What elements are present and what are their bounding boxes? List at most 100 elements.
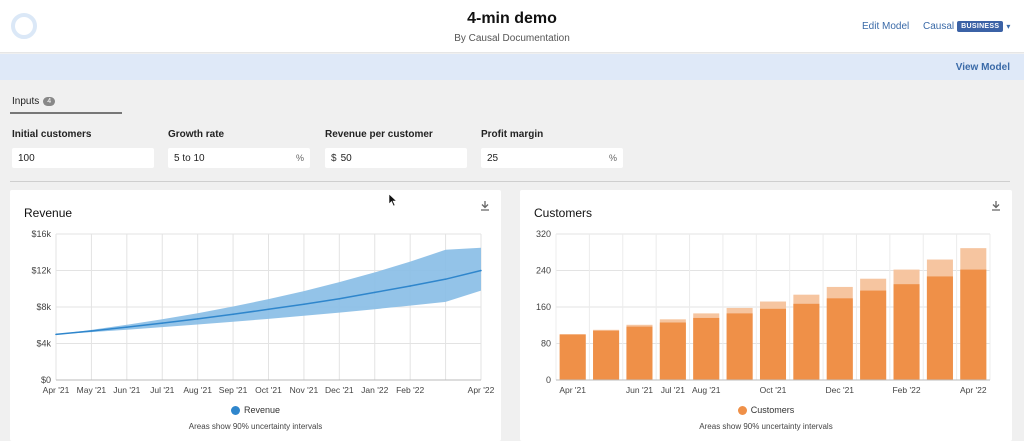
view-model-link[interactable]: View Model bbox=[955, 62, 1010, 73]
customers-bar bbox=[659, 322, 686, 380]
customers-x-tick-label: Dec '21 bbox=[825, 385, 854, 395]
revenue-x-tick-label: Jan '22 bbox=[361, 385, 388, 395]
revenue-x-tick-label: Nov '21 bbox=[290, 385, 319, 395]
customers-chart-note: Areas show 90% uncertainty intervals bbox=[699, 422, 833, 431]
revenue-y-tick-label: $12k bbox=[31, 266, 51, 276]
customers-chart-title: Customers bbox=[534, 206, 593, 220]
customers-legend-swatch bbox=[737, 405, 747, 415]
customers-x-tick-label: Jun '21 bbox=[626, 385, 653, 395]
customers-bar bbox=[693, 317, 720, 380]
mouse-cursor-icon bbox=[388, 193, 398, 207]
revenue-data-point bbox=[409, 285, 411, 287]
chevron-down-icon: ▾ bbox=[1006, 22, 1011, 31]
customers-bar bbox=[626, 326, 653, 380]
revenue-data-point bbox=[480, 269, 482, 272]
revenue-chart: $0 $4k $8k $12k $16k Apr '21 May '21 Jun '21 Jul… bbox=[31, 229, 495, 395]
revenue-data-point bbox=[161, 322, 164, 324]
tab-inputs-label: Inputs bbox=[12, 96, 40, 107]
customers-y-tick-label: 0 bbox=[546, 375, 551, 385]
revenue-x-tick-label: Feb '22 bbox=[396, 385, 424, 395]
customers-x-tick-label: Oct '21 bbox=[760, 385, 787, 395]
customers-bar bbox=[559, 334, 586, 380]
revenue-x-tick-label: Oct '21 bbox=[255, 385, 282, 395]
revenue-data-point bbox=[303, 303, 305, 306]
revenue-x-tick-label: Apr '22 bbox=[468, 385, 495, 395]
revenue-chart-title: Revenue bbox=[24, 206, 73, 220]
revenue-x-tick-label: Jul '21 bbox=[150, 385, 175, 395]
growth-rate-field[interactable]: 5 to 10 % bbox=[168, 148, 310, 168]
customers-bar bbox=[860, 290, 887, 380]
customers-x-tick-label: Apr '21 bbox=[559, 385, 586, 395]
revenue-x-tick-label: Sep '21 bbox=[219, 385, 248, 395]
customers-y-tick-label: 320 bbox=[536, 229, 551, 239]
customers-bar bbox=[960, 269, 987, 380]
revenue-legend-swatch bbox=[230, 405, 240, 415]
input-label-profit-margin: Profit margin bbox=[481, 129, 544, 140]
revenue-data-point bbox=[126, 326, 128, 328]
revenue-data-point bbox=[232, 313, 234, 316]
top-bar: 4-min demo By Causal Documentation Edit … bbox=[0, 0, 1024, 53]
revenue-x-tick-label: May '21 bbox=[77, 385, 107, 395]
revenue-data-point bbox=[267, 308, 270, 311]
account-name: Causal bbox=[923, 21, 955, 32]
revenue-y-tick-label: $0 bbox=[41, 375, 51, 385]
tab-inputs-count: 4 bbox=[43, 97, 56, 106]
profit-margin-value: 25 bbox=[487, 152, 499, 164]
revenue-data-point bbox=[55, 333, 57, 336]
customers-legend-label: Customers bbox=[750, 405, 795, 415]
customers-legend[interactable]: Customers bbox=[520, 405, 1012, 415]
profit-margin-unit: % bbox=[608, 153, 617, 163]
model-title: 4-min demo bbox=[467, 10, 557, 27]
customers-bar bbox=[593, 330, 620, 380]
customers-bar bbox=[726, 313, 753, 380]
revenue-legend-label: Revenue bbox=[243, 405, 281, 415]
growth-rate-value: 5 to 10 bbox=[174, 152, 205, 164]
model-subtitle: By Causal Documentation bbox=[454, 33, 570, 44]
revenue-per-customer-prefix: $ bbox=[331, 152, 337, 164]
revenue-data-point bbox=[338, 297, 341, 300]
initial-customers-field[interactable]: 100 bbox=[12, 148, 154, 168]
revenue-data-point bbox=[373, 291, 376, 294]
customers-y-tick-label: 160 bbox=[536, 302, 551, 312]
revenue-y-tick-label: $16k bbox=[31, 229, 51, 239]
initial-customers-value: 100 bbox=[18, 152, 35, 164]
logo-ring-icon[interactable] bbox=[11, 13, 37, 39]
account-menu[interactable]: Causal BUSINESS ▾ bbox=[923, 21, 1010, 32]
revenue-data-point bbox=[90, 330, 93, 332]
customers-bar bbox=[893, 284, 920, 380]
tab-active-underline bbox=[10, 112, 122, 114]
revenue-x-tick-label: Dec '21 bbox=[325, 385, 354, 395]
revenue-x-tick-label: Apr '21 bbox=[43, 385, 70, 395]
download-icon[interactable] bbox=[479, 200, 491, 212]
revenue-x-tick-label: Aug '21 bbox=[183, 385, 212, 395]
customers-chart-card: Customers 0 80 160 240 320 Apr '21 Jun '21 Jul … bbox=[520, 190, 1012, 441]
customers-x-tick-label: Apr '22 bbox=[960, 385, 987, 395]
customers-bar bbox=[793, 303, 820, 380]
revenue-uncertainty-band bbox=[56, 247, 481, 335]
revenue-y-tick-label: $4k bbox=[36, 339, 51, 349]
growth-rate-unit: % bbox=[295, 153, 304, 163]
revenue-data-point bbox=[444, 278, 447, 280]
customers-bar bbox=[826, 298, 853, 380]
revenue-legend[interactable]: Revenue bbox=[10, 405, 501, 415]
revenue-x-tick-label: Jun '21 bbox=[113, 385, 140, 395]
revenue-chart-note: Areas show 90% uncertainty intervals bbox=[188, 422, 323, 431]
customers-x-tick-label: Jul '21 bbox=[661, 385, 686, 395]
revenue-data-point bbox=[196, 318, 199, 320]
section-divider bbox=[10, 181, 1010, 182]
download-icon[interactable] bbox=[990, 200, 1002, 212]
customers-chart: 0 80 160 240 320 Apr '21 Jun '21 Jul '21 Aug '21… bbox=[536, 229, 991, 395]
revenue-per-customer-field[interactable]: $ 50 bbox=[325, 148, 467, 168]
customers-bar bbox=[926, 276, 953, 380]
input-label-initial-customers: Initial customers bbox=[12, 129, 92, 140]
view-banner: View Model bbox=[0, 54, 1024, 80]
customers-bar bbox=[759, 308, 787, 380]
profit-margin-field[interactable]: 25 % bbox=[481, 148, 623, 168]
input-label-revenue-per-customer: Revenue per customer bbox=[325, 129, 433, 140]
revenue-y-tick-label: $8k bbox=[36, 302, 51, 312]
plan-badge: BUSINESS bbox=[957, 21, 1004, 32]
customers-x-tick-label: Aug '21 bbox=[692, 385, 721, 395]
revenue-per-customer-value: 50 bbox=[340, 152, 352, 164]
tab-inputs[interactable]: Inputs 4 bbox=[12, 96, 56, 107]
edit-model-link[interactable]: Edit Model bbox=[862, 21, 910, 32]
